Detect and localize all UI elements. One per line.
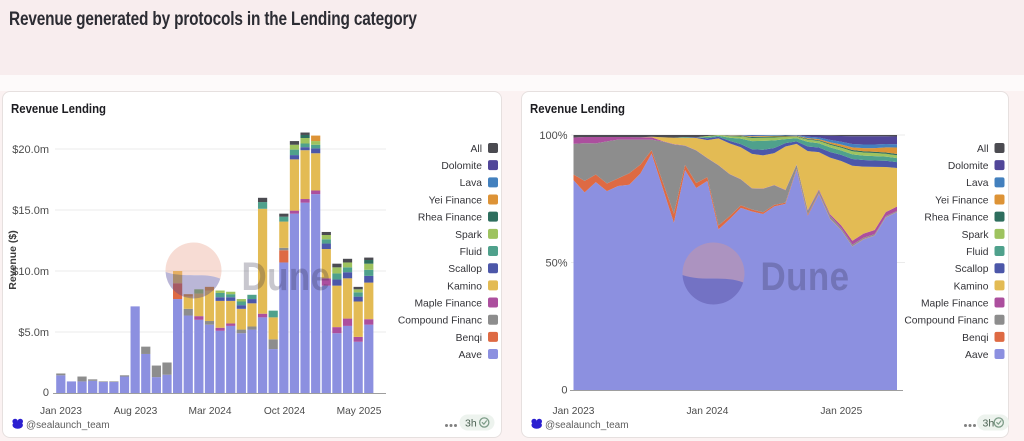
svg-text:Lava: Lava <box>966 178 989 189</box>
svg-text:Yei Finance: Yei Finance <box>935 195 989 206</box>
svg-text:50%: 50% <box>545 257 567 269</box>
svg-text:0: 0 <box>43 387 49 399</box>
svg-text:Dune: Dune <box>761 255 850 299</box>
svg-text:$10.0m: $10.0m <box>12 266 49 278</box>
svg-text:Spark: Spark <box>455 230 483 241</box>
svg-text:Oct 2024: Oct 2024 <box>264 406 306 417</box>
svg-text:Spark: Spark <box>962 230 990 241</box>
svg-text:All: All <box>977 144 988 155</box>
svg-text:Dune: Dune <box>242 255 331 299</box>
svg-text:0: 0 <box>561 385 567 397</box>
svg-text:3h: 3h <box>983 418 995 430</box>
svg-text:Dolomite: Dolomite <box>441 161 482 172</box>
svg-text:Compound Financ: Compound Financ <box>398 316 482 327</box>
svg-text:Jan 2025: Jan 2025 <box>820 406 862 417</box>
svg-text:Jan 2023: Jan 2023 <box>40 406 82 417</box>
svg-text:Jan 2023: Jan 2023 <box>553 406 595 417</box>
svg-text:Lava: Lava <box>460 178 483 189</box>
svg-text:Aave: Aave <box>965 350 989 361</box>
svg-text:Jan 2024: Jan 2024 <box>686 406 728 417</box>
svg-text:All: All <box>471 144 482 155</box>
svg-text:Rhea Finance: Rhea Finance <box>418 213 482 224</box>
svg-text:100%: 100% <box>539 130 567 142</box>
svg-text:Benqi: Benqi <box>456 333 482 344</box>
svg-text:3h: 3h <box>465 418 477 430</box>
svg-text:$15.0m: $15.0m <box>12 205 49 217</box>
svg-text:Revenue Lending: Revenue Lending <box>11 101 106 116</box>
svg-text:Fluid: Fluid <box>460 247 483 258</box>
svg-text:Aave: Aave <box>459 350 483 361</box>
svg-text:Fluid: Fluid <box>966 247 989 258</box>
svg-text:Maple Finance: Maple Finance <box>921 298 989 309</box>
svg-text:Scallop: Scallop <box>448 264 482 275</box>
svg-text:Dolomite: Dolomite <box>948 161 989 172</box>
svg-text:$5.0m: $5.0m <box>18 327 49 339</box>
svg-text:Yei Finance: Yei Finance <box>429 195 483 206</box>
svg-text:Aug 2023: Aug 2023 <box>114 406 158 417</box>
svg-text:Maple Finance: Maple Finance <box>414 298 482 309</box>
svg-text:Scallop: Scallop <box>955 264 989 275</box>
svg-text:@sealaunch_team: @sealaunch_team <box>26 420 110 431</box>
svg-text:Kamino: Kamino <box>447 281 482 292</box>
svg-text:Kamino: Kamino <box>954 281 989 292</box>
svg-text:$20.0m: $20.0m <box>12 144 49 156</box>
svg-text:Mar 2024: Mar 2024 <box>188 406 231 417</box>
svg-text:Compound Financ: Compound Financ <box>904 316 988 327</box>
svg-text:Revenue ($): Revenue ($) <box>7 230 19 290</box>
svg-text:Revenue Lending: Revenue Lending <box>530 101 625 116</box>
svg-text:Benqi: Benqi <box>962 333 988 344</box>
svg-text:@sealaunch_team: @sealaunch_team <box>545 420 629 431</box>
svg-text:May 2025: May 2025 <box>337 406 382 417</box>
svg-text:Rhea Finance: Rhea Finance <box>924 213 988 224</box>
